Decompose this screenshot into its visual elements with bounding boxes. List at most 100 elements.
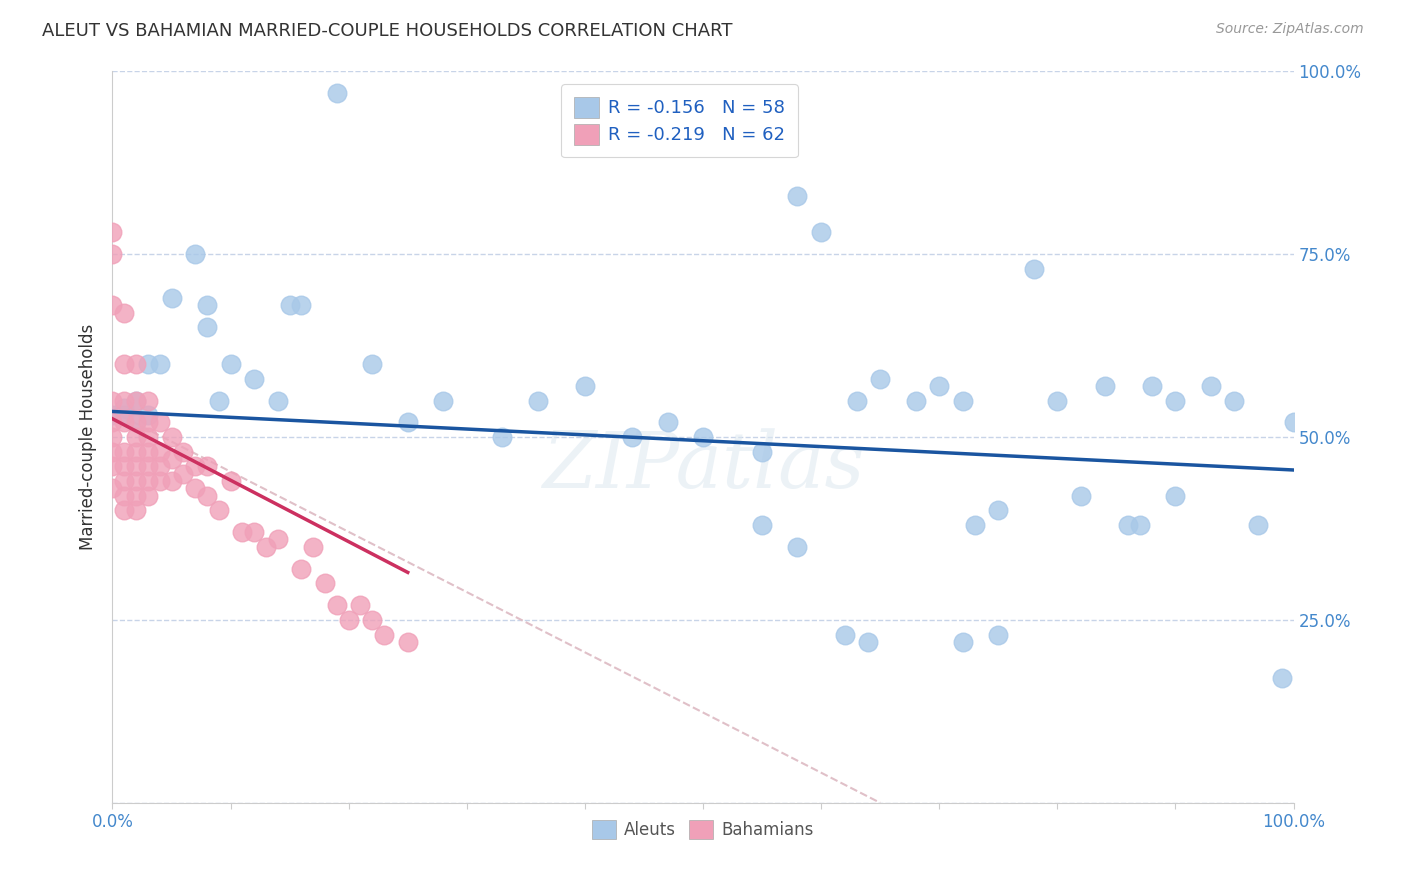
Point <box>136 444 159 458</box>
Point <box>349 599 371 613</box>
Point <box>1164 393 1187 408</box>
Point <box>963 517 986 532</box>
Point <box>136 430 159 444</box>
Point <box>751 517 773 532</box>
Point <box>149 416 172 430</box>
Point <box>326 87 349 101</box>
Point <box>208 393 231 408</box>
Point <box>112 444 135 458</box>
Point <box>869 371 891 385</box>
Point <box>101 430 124 444</box>
Point <box>692 430 714 444</box>
Point <box>184 481 207 495</box>
Point <box>101 416 124 430</box>
Point <box>243 371 266 385</box>
Point <box>1164 489 1187 503</box>
Point <box>136 489 159 503</box>
Point <box>786 188 808 202</box>
Point <box>834 627 856 641</box>
Point <box>160 291 183 305</box>
Point <box>112 416 135 430</box>
Point <box>1199 379 1222 393</box>
Point <box>491 430 513 444</box>
Point <box>267 533 290 547</box>
Point <box>160 430 183 444</box>
Point <box>219 474 242 488</box>
Point <box>786 540 808 554</box>
Point <box>621 430 644 444</box>
Point <box>149 459 172 474</box>
Point <box>101 459 124 474</box>
Point <box>314 576 336 591</box>
Point <box>149 474 172 488</box>
Point <box>125 357 148 371</box>
Point <box>136 474 159 488</box>
Point <box>101 298 124 312</box>
Point <box>526 393 548 408</box>
Point <box>1140 379 1163 393</box>
Point <box>112 503 135 517</box>
Point <box>361 357 384 371</box>
Point <box>195 459 218 474</box>
Point <box>396 416 419 430</box>
Point <box>1247 517 1270 532</box>
Point <box>219 357 242 371</box>
Point <box>172 467 194 481</box>
Point <box>290 298 312 312</box>
Point <box>195 489 218 503</box>
Point <box>574 379 596 393</box>
Point <box>125 444 148 458</box>
Point <box>278 298 301 312</box>
Point <box>125 416 148 430</box>
Point <box>810 225 832 239</box>
Point <box>657 416 679 430</box>
Point <box>952 393 974 408</box>
Point <box>101 225 124 239</box>
Point <box>1046 393 1069 408</box>
Point <box>112 474 135 488</box>
Point <box>101 393 124 408</box>
Point <box>112 306 135 320</box>
Point <box>373 627 395 641</box>
Point <box>149 444 172 458</box>
Point <box>987 627 1010 641</box>
Point <box>302 540 325 554</box>
Point <box>1282 416 1305 430</box>
Point <box>184 247 207 261</box>
Point <box>101 247 124 261</box>
Point <box>125 503 148 517</box>
Point <box>101 408 124 422</box>
Point <box>928 379 950 393</box>
Point <box>1070 489 1092 503</box>
Text: Source: ZipAtlas.com: Source: ZipAtlas.com <box>1216 22 1364 37</box>
Point <box>101 481 124 495</box>
Point <box>136 459 159 474</box>
Point <box>112 357 135 371</box>
Point <box>231 525 253 540</box>
Point <box>125 430 148 444</box>
Legend: Aleuts, Bahamians: Aleuts, Bahamians <box>586 814 820 846</box>
Point <box>1223 393 1246 408</box>
Point <box>136 393 159 408</box>
Point <box>952 635 974 649</box>
Text: ALEUT VS BAHAMIAN MARRIED-COUPLE HOUSEHOLDS CORRELATION CHART: ALEUT VS BAHAMIAN MARRIED-COUPLE HOUSEHO… <box>42 22 733 40</box>
Point <box>1094 379 1116 393</box>
Point <box>195 320 218 334</box>
Point <box>361 613 384 627</box>
Point <box>112 401 135 415</box>
Point <box>243 525 266 540</box>
Point <box>432 393 454 408</box>
Point <box>172 444 194 458</box>
Point <box>1129 517 1152 532</box>
Point <box>112 489 135 503</box>
Point <box>101 444 124 458</box>
Point <box>751 444 773 458</box>
Text: ZIPatlas: ZIPatlas <box>541 428 865 505</box>
Point <box>987 503 1010 517</box>
Point <box>125 393 148 408</box>
Point <box>254 540 277 554</box>
Point <box>208 503 231 517</box>
Point <box>904 393 927 408</box>
Point <box>1271 672 1294 686</box>
Point <box>326 599 349 613</box>
